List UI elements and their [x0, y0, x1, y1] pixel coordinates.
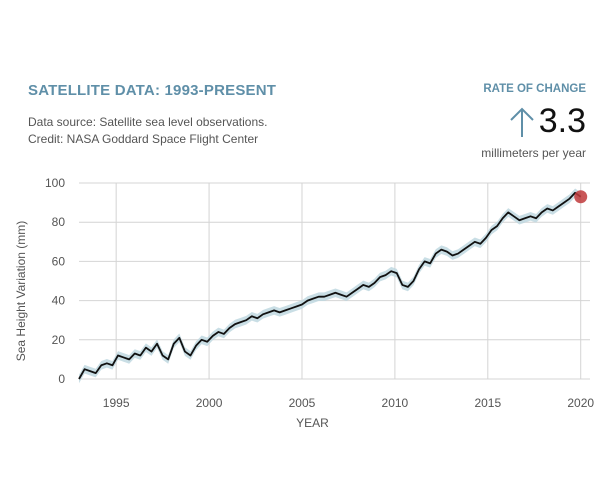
uncertainty-band [79, 188, 581, 384]
data-source-text: Data source: Satellite sea level observa… [28, 115, 268, 129]
y-tick-label: 100 [45, 176, 65, 190]
y-tick-label: 60 [52, 254, 66, 268]
y-tick-label: 80 [52, 215, 66, 229]
rate-of-change-label: RATE OF CHANGE [483, 83, 586, 95]
y-tick-label: 0 [58, 372, 65, 386]
chart-title: SATELLITE DATA: 1993-PRESENT [28, 82, 277, 99]
latest-point-marker [574, 190, 588, 204]
y-axis-title: Sea Height Variation (mm) [14, 221, 28, 362]
rate-number: 3.3 [538, 102, 586, 140]
rate-of-change-value: 3.3 [509, 102, 586, 141]
x-axis-title: YEAR [296, 416, 329, 430]
data-line [78, 191, 582, 380]
x-tick-label: 1995 [103, 396, 130, 410]
rate-unit: millimeters per year [481, 146, 586, 160]
x-tick-label: 2000 [196, 396, 223, 410]
x-tick-label: 2015 [474, 396, 501, 410]
y-tick-label: 20 [52, 333, 66, 347]
x-tick-label: 2010 [382, 396, 409, 410]
y-tick-label: 40 [52, 294, 66, 308]
credit-text: Credit: NASA Goddard Space Flight Center [28, 132, 259, 146]
up-arrow-icon [510, 107, 534, 137]
x-tick-label: 2020 [567, 396, 594, 410]
x-tick-label: 2005 [289, 396, 316, 410]
